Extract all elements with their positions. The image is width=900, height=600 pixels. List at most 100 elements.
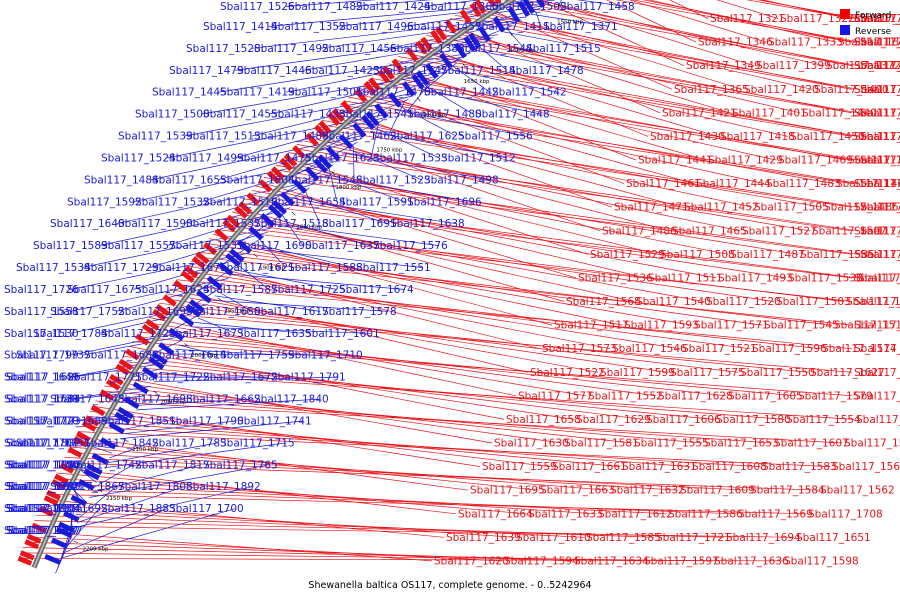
forward-gene-block xyxy=(76,431,91,443)
reverse-connector xyxy=(153,376,338,383)
reverse-gene-label: Sbal117_1807 xyxy=(6,437,81,449)
scale-tick xyxy=(462,63,466,68)
forward-gene-label: Sbal117_1486 xyxy=(602,225,677,237)
forward-connector xyxy=(304,135,671,232)
reverse-gene-label: Sbal117_1588 xyxy=(288,262,363,274)
forward-gene-block xyxy=(354,88,368,103)
reverse-gene-label: Sbal117_1496 xyxy=(339,21,414,33)
reverse-gene-block xyxy=(425,63,439,79)
reverse-connector xyxy=(115,179,318,225)
forward-gene-block xyxy=(184,265,199,279)
scale-tick-label: 2200 kbp xyxy=(83,546,109,552)
legend-label: Reverse xyxy=(855,27,892,37)
reverse-gene-block xyxy=(148,356,165,370)
forward-gene-block xyxy=(51,479,67,490)
forward-gene-label: Sbal117_1575 xyxy=(670,367,745,379)
scale-tick xyxy=(184,343,189,347)
reverse-connector xyxy=(69,278,229,312)
forward-gene-label: Sbal117_1471 xyxy=(614,202,689,214)
forward-connector xyxy=(454,14,859,90)
reverse-connector xyxy=(178,344,219,356)
reverse-connector xyxy=(479,46,508,71)
forward-gene-label: Sbal117_1660 xyxy=(856,414,900,426)
reverse-connector xyxy=(399,105,457,137)
reverse-gene-block xyxy=(536,0,546,8)
forward-gene-block xyxy=(292,145,306,159)
reverse-gene-label: Sbal117_1576 xyxy=(373,240,448,252)
reverse-gene-label: Sbal117_1649 xyxy=(4,372,79,384)
forward-connector xyxy=(322,120,823,208)
reverse-gene-label: Sbal117_1442 xyxy=(424,87,499,99)
reverse-gene-label: Sbal117_1470 xyxy=(356,87,431,99)
reverse-gene-label: Sbal117_1462 xyxy=(322,131,397,143)
reverse-gene-label: Sbal117_1498 xyxy=(424,174,499,186)
forward-gene-label: Sbal117_1421 xyxy=(662,107,737,119)
reverse-connector xyxy=(65,508,100,548)
forward-connector xyxy=(648,0,837,43)
reverse-gene-label: Sbal117_1840 xyxy=(254,394,329,406)
forward-gene-label: Sbal117_1441 xyxy=(638,155,713,167)
reverse-connector xyxy=(89,464,270,498)
scale-tick-label: 1800 kbp xyxy=(335,185,361,191)
reverse-gene-label: Sbal117_1907 xyxy=(4,525,79,537)
forward-gene-label: Sbal117_1358 xyxy=(854,37,900,49)
reverse-connector xyxy=(374,127,440,159)
reverse-gene-block xyxy=(517,0,531,18)
reverse-gene-block xyxy=(339,134,354,150)
reverse-connector xyxy=(200,261,243,290)
forward-gene-label: Sbal117_1429 xyxy=(708,155,783,167)
reverse-gene-label: Sbal117_1513 xyxy=(186,131,261,143)
reverse-connector xyxy=(268,75,440,115)
forward-connector xyxy=(239,202,853,279)
reverse-connector xyxy=(278,219,372,246)
reverse-connector xyxy=(191,326,372,334)
reverse-gene-label: Sbal117_1371 xyxy=(543,21,618,33)
reverse-gene-label: Sbal117_1424 xyxy=(356,1,431,13)
reverse-gene-label: Sbal117_1492 xyxy=(254,43,329,55)
reverse-connector xyxy=(256,244,355,268)
reverse-gene-label: Sbal117_1457 xyxy=(407,21,482,33)
forward-gene-label: Sbal117_1495 xyxy=(854,272,900,284)
forward-gene-label: Sbal117_1472 xyxy=(854,225,900,237)
reverse-connector xyxy=(69,304,208,334)
reverse-connector xyxy=(166,112,392,159)
reverse-gene-block xyxy=(158,342,175,356)
forward-connector xyxy=(46,493,807,515)
forward-gene-label: Sbal117_1628 xyxy=(658,390,733,402)
reverse-gene-block xyxy=(83,468,100,481)
forward-connector xyxy=(379,70,777,161)
reverse-gene-label: Sbal117_1765 xyxy=(203,459,278,471)
reverse-gene-label: Sbal117_1723 xyxy=(6,416,81,428)
forward-gene-label: Sbal117_1664 xyxy=(458,508,533,520)
reverse-gene-block xyxy=(123,396,140,410)
reverse-gene-label: Sbal117_1650 xyxy=(186,306,261,318)
forward-gene-label: Sbal117_1560 xyxy=(832,461,900,473)
reverse-gene-block xyxy=(132,381,149,395)
forward-connector xyxy=(247,194,787,279)
reverse-connector xyxy=(321,175,474,203)
forward-gene-label: Sbal117_1389 xyxy=(854,60,900,72)
reverse-connector xyxy=(353,0,432,7)
reverse-connector xyxy=(285,55,466,93)
reverse-connector xyxy=(104,442,287,469)
reverse-connector xyxy=(297,199,457,225)
reverse-connector xyxy=(200,72,444,115)
forward-gene-label: Sbal117_1399 xyxy=(756,60,831,72)
reverse-connector xyxy=(183,183,314,225)
forward-gene-label: Sbal117_1552 xyxy=(588,390,663,402)
reverse-gene-block xyxy=(411,73,425,90)
forward-connector xyxy=(135,336,797,397)
reverse-gene-block xyxy=(108,422,125,435)
forward-gene-label: Sbal117_1412 xyxy=(860,60,900,72)
forward-gene-label: Sbal117_1571 xyxy=(694,320,769,332)
reverse-connector xyxy=(79,486,117,518)
reverse-gene-label: Sbal117_1458 xyxy=(560,1,635,13)
reverse-gene-block xyxy=(58,521,75,533)
reverse-gene-label: Sbal117_1578 xyxy=(322,306,397,318)
reverse-connector xyxy=(421,0,483,7)
forward-gene-label: Sbal117_1346 xyxy=(698,37,773,49)
reverse-gene-label: Sbal117_1783 xyxy=(152,437,227,449)
forward-gene-label: Sbal117_1583 xyxy=(762,461,837,473)
forward-gene-block xyxy=(377,69,391,84)
reverse-gene-block xyxy=(114,411,131,425)
